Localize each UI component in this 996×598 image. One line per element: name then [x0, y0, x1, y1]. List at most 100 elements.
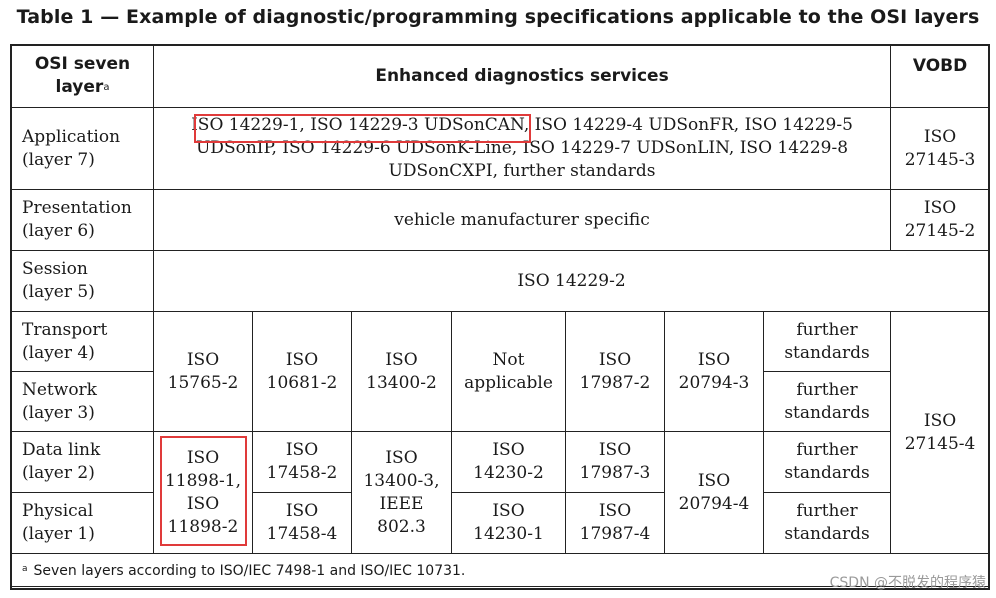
cell-text: standards — [784, 342, 870, 363]
cell-text: ISO — [186, 349, 220, 370]
cell-text: applicable — [464, 372, 553, 393]
cell-text: standards — [784, 463, 870, 483]
cell-lin-physical: ISO 17987-4 — [565, 492, 665, 554]
application-services-line: UDSonIP, ISO 14229-6 UDSonK-Line, ISO 14… — [195, 138, 849, 158]
vobd-text: ISO — [923, 198, 957, 218]
cell-kline-datalink: ISO 14230-2 — [451, 431, 566, 493]
watermark: CSDN @不脱发的程序猿 — [829, 575, 986, 591]
row-physical: Physical (layer 1) ISO 17458-4 ISO 14230-1… — [11, 492, 990, 554]
vobd-text: ISO — [923, 126, 957, 147]
cell-text: ISO — [598, 501, 632, 521]
cell-further-network: further standards — [762, 371, 892, 432]
vobd-text: ISO — [923, 410, 957, 431]
layer-number: (layer 2) — [22, 463, 95, 483]
cell-text: 802.3 — [377, 516, 426, 537]
table-footnote: a Seven layers according to ISO/IEC 7498-… — [10, 553, 991, 587]
layer-number: (layer 1) — [22, 524, 95, 544]
layer-transport: Transport (layer 4) — [11, 311, 154, 372]
osi-spec-table: OSI seven layera Enhanced diagnostics se… — [10, 44, 991, 587]
header-vobd: VOBD — [890, 44, 991, 108]
layer-name: Physical — [22, 501, 94, 521]
layer-number: (layer 3) — [22, 402, 95, 423]
footnote-text: Seven layers according to ISO/IEC 7498-1… — [33, 562, 466, 579]
vobd-text: 27145-4 — [904, 433, 976, 454]
cell-text: 15765-2 — [167, 372, 239, 393]
cell-doip-transport: ISO 13400-2 — [351, 311, 452, 432]
cell-further-datalink: further standards — [762, 431, 892, 493]
row-session: Session (layer 5) ISO 14229-2 — [11, 250, 991, 312]
application-services-line: ISO 14229-1, ISO 14229-3 UDSonCAN, ISO 1… — [191, 115, 853, 135]
cell-flexray-datalink: ISO 17458-2 — [252, 431, 352, 493]
table-title: Table 1 — Example of diagnostic/programm… — [16, 6, 980, 28]
cell-text: IEEE — [379, 493, 424, 514]
presentation-services: vehicle manufacturer specific — [152, 189, 892, 251]
application-services: ISO 14229-1, ISO 14229-3 UDSonCAN, ISO 1… — [152, 107, 892, 190]
cell-flexray-transport: ISO 10681-2 — [252, 311, 352, 432]
application-vobd: ISO 27145-3 — [890, 107, 991, 190]
header-row: OSI seven layera Enhanced diagnostics se… — [11, 44, 991, 108]
cell-text: 17458-4 — [266, 524, 338, 544]
cell-text: ISO — [385, 447, 418, 468]
header-osi-line2: layera — [55, 77, 110, 97]
cell-text: 17458-2 — [266, 463, 338, 483]
layer-number: (layer 5) — [22, 282, 95, 302]
cell-text: further — [796, 379, 858, 400]
presentation-vobd: ISO 27145-2 — [890, 189, 991, 251]
cell-text: ISO — [285, 440, 319, 460]
vobd-text: 27145-2 — [904, 221, 976, 241]
cell-text: 20794-4 — [678, 493, 750, 514]
layer-datalink: Data link (layer 2) — [11, 431, 154, 493]
cell-text: standards — [784, 402, 870, 423]
header-osi-line1: OSI seven — [34, 54, 131, 74]
layer-number: (layer 7) — [22, 149, 95, 170]
row-footnote: a Seven layers according to ISO/IEC 7498-… — [10, 553, 991, 587]
session-services: ISO 14229-2 — [152, 250, 991, 312]
cell-text: ISO — [697, 349, 731, 370]
row-application: Application (layer 7) ISO 14229-1, ISO 1… — [11, 107, 991, 190]
vobd-text: 27145-3 — [904, 149, 976, 170]
cell-text: 17987-2 — [579, 372, 651, 393]
cell-text: ISO — [186, 493, 220, 514]
layer-name: Network — [22, 379, 97, 400]
layer-session: Session (layer 5) — [11, 250, 154, 312]
layer-name: Transport — [22, 319, 108, 340]
layer-presentation: Presentation (layer 6) — [11, 189, 154, 251]
cell-text: further — [796, 440, 858, 460]
cell-text: 11898-2 — [167, 516, 239, 537]
cell-text: 20794-3 — [678, 372, 750, 393]
cell-text: 17987-4 — [579, 524, 651, 544]
cell-cxpi-transport: ISO 20794-3 — [664, 311, 764, 432]
cell-text: further — [796, 319, 858, 340]
cell-cxpi-datalink-physical: ISO 20794-4 — [664, 431, 764, 554]
layer-network: Network (layer 3) — [11, 371, 154, 432]
layer-physical: Physical (layer 1) — [11, 492, 154, 554]
header-enhanced-services: Enhanced diagnostics services — [152, 44, 892, 108]
cell-text: ISO — [492, 440, 525, 460]
row-datalink: Data link (layer 2) ISO 11898-1, ISO 11898… — [11, 431, 990, 554]
cell-text: 11898-1, — [164, 470, 242, 491]
cell-text: 14230-2 — [473, 463, 544, 483]
cell-text: ISO — [598, 349, 632, 370]
layer-name: Application — [22, 126, 121, 147]
row-transport: Transport (layer 4) ISO 15765-2 ISO 10681-… — [11, 311, 991, 554]
cell-can-transport: ISO 15765-2 — [153, 311, 253, 432]
layer-application: Application (layer 7) — [11, 107, 154, 190]
vobd-lower: ISO 27145-4 — [890, 311, 991, 554]
header-osi-layer: OSI seven layera — [11, 44, 154, 108]
cell-further-physical: further standards — [762, 492, 892, 554]
cell-text: 13400-3, — [363, 470, 440, 491]
cell-can-datalink-physical: ISO 11898-1, ISO 11898-2 — [153, 431, 253, 554]
row-network: Network (layer 3) further standards — [11, 371, 990, 432]
cell-text: standards — [784, 524, 870, 544]
cell-lin-transport: ISO 17987-2 — [565, 311, 665, 432]
application-services-line: UDSonCXPI, further standards — [388, 161, 656, 181]
cell-text: further — [796, 501, 858, 521]
footnote-mark: a — [22, 563, 28, 574]
cell-text: 13400-2 — [366, 372, 437, 393]
cell-text: ISO — [492, 501, 525, 521]
cell-text: 17987-3 — [579, 463, 651, 483]
cell-text: 14230-1 — [473, 524, 544, 544]
cell-text: ISO — [285, 501, 319, 521]
header-osi-footnote-mark: a — [103, 82, 110, 93]
cell-doip-datalink-physical: ISO 13400-3, IEEE 802.3 — [351, 431, 452, 554]
